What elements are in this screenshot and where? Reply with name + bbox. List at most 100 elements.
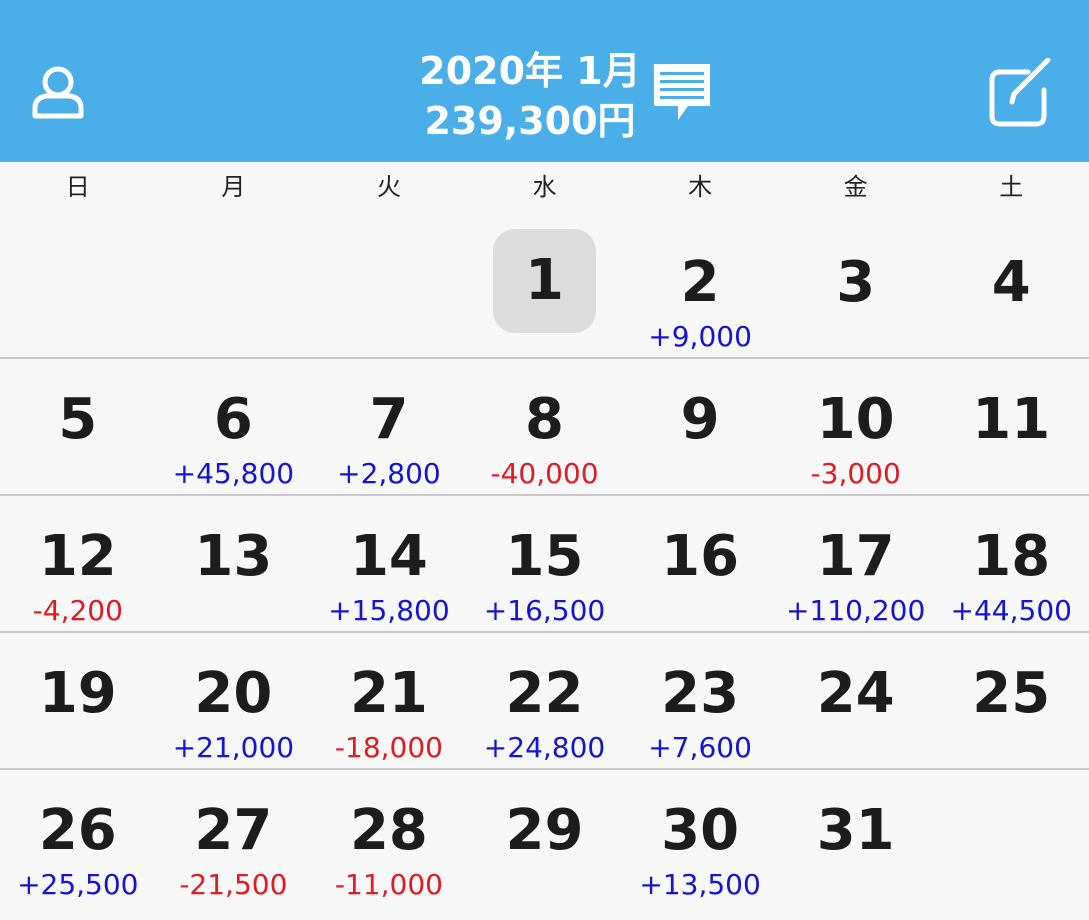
calendar-day-cell[interactable]: 9 [622, 359, 778, 494]
day-amount: -21,500 [179, 868, 288, 901]
calendar-week-row: 12 -4,200 13 14 +15,800 15 +16,500 16 17 +110,200… [0, 496, 1089, 633]
day-number: 31 [816, 798, 895, 863]
calendar-day-cell[interactable]: 21 -18,000 [311, 633, 467, 768]
calendar-day-cell[interactable]: 12 -4,200 [0, 496, 156, 631]
day-amount: +7,600 [648, 731, 752, 764]
day-number: 22 [505, 661, 584, 726]
calendar-day-cell[interactable]: 13 [156, 496, 312, 631]
day-number: 9 [680, 387, 720, 452]
calendar-day-cell[interactable]: 5 [0, 359, 156, 494]
memo-icon[interactable] [646, 58, 718, 128]
month-title[interactable]: 2020年 1月 239,300円 [380, 46, 680, 146]
calendar-day-cell[interactable]: 8 -40,000 [467, 359, 623, 494]
calendar-day-cell[interactable]: 31 [778, 770, 934, 907]
calendar-day-cell[interactable]: 15 +16,500 [467, 496, 623, 631]
day-number: 24 [816, 661, 895, 726]
day-number: 4 [991, 250, 1031, 315]
calendar-day-cell[interactable]: 10 -3,000 [778, 359, 934, 494]
day-number: 2 [680, 250, 720, 315]
calendar-day-cell[interactable]: 11 [933, 359, 1089, 494]
day-amount: +24,800 [483, 731, 606, 764]
day-number: 23 [661, 661, 740, 726]
day-number: 28 [349, 798, 428, 863]
calendar-empty-cell [156, 222, 312, 357]
day-amount: +25,500 [17, 868, 139, 901]
day-amount: -40,000 [490, 457, 599, 490]
calendar-day-cell[interactable]: 2 +9,000 [622, 222, 778, 357]
day-amount: +9,000 [648, 320, 752, 353]
day-number: 1 [492, 229, 597, 333]
calendar-week-row: 26 +25,500 27 -21,500 28 -11,000 29 30 +13,500 31 [0, 770, 1089, 907]
day-amount: +21,000 [172, 731, 295, 764]
day-amount: +15,800 [328, 594, 450, 627]
user-icon[interactable] [22, 58, 94, 130]
day-number: 30 [661, 798, 740, 863]
day-number: 19 [38, 661, 117, 726]
day-number: 7 [369, 387, 409, 452]
day-number: 10 [816, 387, 895, 452]
calendar-day-cell[interactable]: 22 +24,800 [467, 633, 623, 768]
day-amount: +110,200 [786, 594, 926, 627]
calendar-grid: 1 2 +9,000 3 4 5 6 +45,800 7 +2,800 8 -40,000 9 10 -3,… [0, 222, 1089, 907]
day-number: 13 [194, 524, 273, 589]
weekday-sat: 土 [999, 173, 1024, 201]
calendar-day-cell[interactable]: 16 [622, 496, 778, 631]
calendar-week-row: 19 20 +21,000 21 -18,000 22 +24,800 23 +7,600 24 2… [0, 633, 1089, 770]
calendar-empty-cell [933, 770, 1089, 907]
edit-icon[interactable] [980, 58, 1052, 130]
day-number: 16 [661, 524, 740, 589]
calendar-day-cell[interactable]: 7 +2,800 [311, 359, 467, 494]
calendar-day-cell[interactable]: 18 +44,500 [933, 496, 1089, 631]
calendar-day-cell[interactable]: 6 +45,800 [156, 359, 312, 494]
day-number: 17 [816, 524, 895, 589]
day-amount: -11,000 [334, 868, 443, 901]
calendar-day-cell[interactable]: 23 +7,600 [622, 633, 778, 768]
calendar-empty-cell [0, 222, 156, 357]
day-number: 12 [38, 524, 117, 589]
calendar-day-cell[interactable]: 20 +21,000 [156, 633, 312, 768]
calendar-day-cell[interactable]: 3 [778, 222, 934, 357]
calendar-day-cell[interactable]: 30 +13,500 [622, 770, 778, 907]
day-amount: +45,800 [172, 457, 295, 490]
weekday-wed: 水 [532, 173, 557, 201]
weekday-thu: 木 [688, 173, 713, 201]
calendar-day-cell[interactable]: 1 [467, 222, 623, 357]
calendar-week-row: 5 6 +45,800 7 +2,800 8 -40,000 9 10 -3,000 11 [0, 359, 1089, 496]
weekday-header: 日 月 火 水 木 金 土 [0, 162, 1089, 220]
day-number: 15 [505, 524, 584, 589]
day-number: 25 [972, 661, 1051, 726]
calendar-day-cell[interactable]: 19 [0, 633, 156, 768]
day-number: 26 [38, 798, 117, 863]
weekday-fri: 金 [843, 173, 868, 201]
day-number: 29 [505, 798, 584, 863]
day-number: 11 [972, 387, 1051, 452]
calendar-day-cell[interactable]: 26 +25,500 [0, 770, 156, 907]
calendar-day-cell[interactable]: 14 +15,800 [311, 496, 467, 631]
monthly-total: 239,300円 [424, 99, 636, 143]
day-amount: +2,800 [337, 457, 441, 490]
calendar-day-cell[interactable]: 25 [933, 633, 1089, 768]
calendar-day-cell[interactable]: 4 [933, 222, 1089, 357]
day-number: 27 [194, 798, 273, 863]
app-header: 2020年 1月 239,300円 [0, 0, 1089, 162]
calendar-week-row: 1 2 +9,000 3 4 [0, 222, 1089, 359]
day-amount: +13,500 [639, 868, 761, 901]
calendar-day-cell[interactable]: 24 [778, 633, 934, 768]
day-number: 18 [972, 524, 1051, 589]
calendar-day-cell[interactable]: 27 -21,500 [156, 770, 312, 907]
calendar-empty-cell [311, 222, 467, 357]
day-amount: -4,200 [32, 594, 123, 627]
day-number: 21 [349, 661, 428, 726]
calendar-day-cell[interactable]: 17 +110,200 [778, 496, 934, 631]
day-number: 14 [349, 524, 428, 589]
day-number: 20 [194, 661, 273, 726]
calendar-day-cell[interactable]: 29 [467, 770, 623, 907]
day-amount: -18,000 [334, 731, 443, 764]
day-number: 3 [836, 250, 876, 315]
day-number: 6 [213, 387, 253, 452]
weekday-tue: 火 [376, 173, 401, 201]
calendar-day-cell[interactable]: 28 -11,000 [311, 770, 467, 907]
day-amount: +44,500 [950, 594, 1072, 627]
day-amount: -3,000 [810, 457, 901, 490]
day-number: 8 [525, 387, 564, 452]
